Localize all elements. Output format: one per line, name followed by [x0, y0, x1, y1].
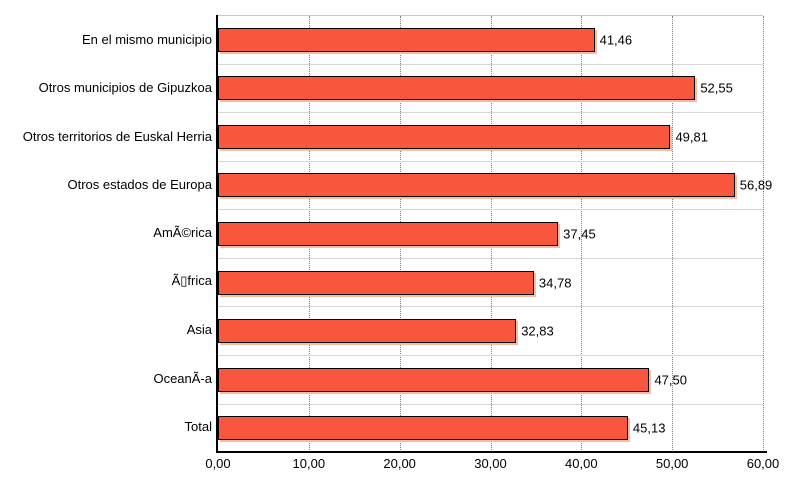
bar	[218, 173, 735, 198]
y-axis-line	[216, 15, 218, 453]
bar-rows: 41,46 52,55 49,81 56,89 37,45 34,78 32,83 47,50…	[218, 16, 772, 453]
bar	[218, 270, 534, 295]
category-label: Otros municipios de Gipuzkoa	[38, 80, 212, 96]
bar-row: 49,81	[218, 112, 763, 161]
bar-row: 34,78	[218, 257, 763, 307]
bar-row: 41,46	[218, 16, 763, 64]
gridline	[581, 16, 583, 452]
value-label: 32,83	[521, 323, 554, 339]
category-label: Ã▯frica	[171, 273, 212, 289]
bar	[218, 27, 595, 52]
gridline	[763, 16, 764, 452]
bar	[218, 222, 559, 247]
value-label: 47,50	[654, 372, 687, 388]
value-label: 52,55	[700, 80, 733, 96]
x-tick-label: 10,00	[292, 456, 326, 471]
category-label: AmÃ©rica	[153, 225, 212, 241]
category-label: En el mismo municipio	[81, 31, 212, 47]
bar	[218, 76, 696, 101]
bar-row: 32,83	[218, 306, 763, 355]
category-label: Otros territorios de Euskal Herria	[22, 128, 212, 144]
x-tick-label: 20,00	[383, 456, 416, 471]
bar-row: 47,50	[218, 354, 763, 404]
bar-row: 56,89	[218, 160, 772, 210]
value-label: 56,89	[739, 177, 773, 193]
bar	[218, 319, 517, 344]
value-label: 45,13	[632, 420, 666, 436]
bar-row: 52,55	[218, 63, 763, 113]
value-label: 49,81	[675, 129, 708, 145]
bar	[218, 416, 628, 441]
plot-area: 41,46 52,55 49,81 56,89 37,45 34,78 32,83 47,50…	[218, 15, 772, 453]
bar-row: 45,13	[218, 403, 763, 453]
category-label: Total	[184, 419, 212, 435]
x-tick-label: 30,00	[474, 456, 507, 471]
value-label: 41,46	[599, 32, 633, 48]
bar-row: 37,45	[218, 209, 763, 258]
bar	[218, 367, 650, 392]
bar	[218, 124, 671, 149]
x-tick-label: 0,00	[205, 456, 231, 471]
category-label: Asia	[186, 322, 212, 338]
x-tick-label: 40,00	[565, 456, 598, 471]
category-label: OceanÃ-a	[153, 370, 212, 386]
x-tick-label: 50,00	[655, 456, 689, 471]
x-axis-tick-labels: 0,00 10,00 20,00 30,00 40,00 50,00 60,00	[205, 456, 779, 472]
value-label: 34,78	[538, 275, 572, 291]
category-label: Otros estados de Europa	[67, 177, 212, 193]
gridline	[672, 16, 674, 452]
category-axis-labels: En el mismo municipio Otros municipios de…	[0, 15, 212, 451]
x-tick-label: 60,00	[746, 456, 780, 471]
x-axis-line	[216, 451, 767, 453]
value-label: 37,45	[563, 226, 596, 242]
